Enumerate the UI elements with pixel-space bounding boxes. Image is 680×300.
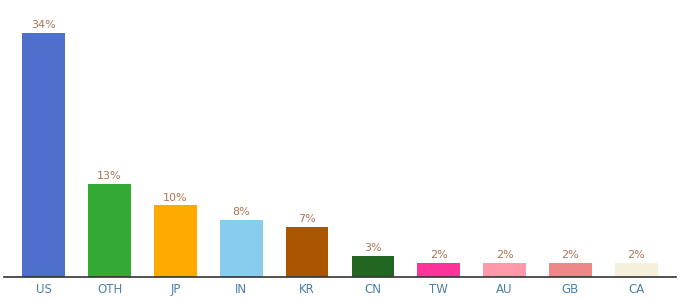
Bar <box>220 220 262 277</box>
Bar <box>549 263 592 277</box>
Text: 2%: 2% <box>562 250 579 260</box>
Bar <box>88 184 131 277</box>
Text: 13%: 13% <box>97 171 122 181</box>
Bar <box>418 263 460 277</box>
Text: 3%: 3% <box>364 243 381 253</box>
Bar <box>352 256 394 277</box>
Text: 10%: 10% <box>163 193 188 202</box>
Bar <box>615 263 658 277</box>
Text: 2%: 2% <box>496 250 513 260</box>
Text: 7%: 7% <box>299 214 316 224</box>
Text: 2%: 2% <box>628 250 645 260</box>
Bar <box>22 33 65 277</box>
Text: 8%: 8% <box>233 207 250 217</box>
Bar <box>154 206 197 277</box>
Bar <box>483 263 526 277</box>
Bar <box>286 227 328 277</box>
Text: 34%: 34% <box>31 20 56 30</box>
Text: 2%: 2% <box>430 250 447 260</box>
